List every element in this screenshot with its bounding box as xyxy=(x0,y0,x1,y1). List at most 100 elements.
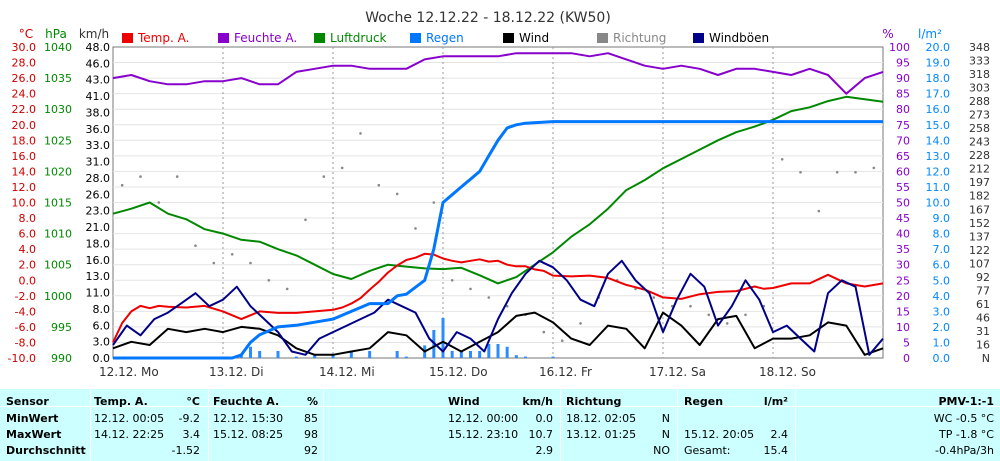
rain-tick-label: 2.0 xyxy=(933,321,951,334)
temp-tick-label: 18.0 xyxy=(12,134,37,147)
max-feuchte-time: 15.12. 08:25 xyxy=(213,428,284,441)
direction-tick-label: 318 xyxy=(969,68,990,81)
temp-tick-label: 10.0 xyxy=(12,197,37,210)
min-temp-time: 12.12. 00:05 xyxy=(94,412,165,425)
header-pmv: PMV-1:-1 xyxy=(938,395,994,408)
rain-intensity-bar xyxy=(239,355,243,358)
chart-title: Woche 12.12.22 - 18.12.22 (KW50) xyxy=(365,10,611,26)
wind-unit-label: km/h xyxy=(79,27,109,41)
min-temp-value: -9.2 xyxy=(178,412,200,425)
max-richtung-time: 13.12. 01:25 xyxy=(566,428,637,441)
rain-tick-label: 14.0 xyxy=(926,134,951,147)
direction-point xyxy=(432,201,436,204)
wind-tick-label: 26.0 xyxy=(86,188,111,201)
direction-point xyxy=(579,322,582,325)
direction-point xyxy=(377,183,381,187)
rain-intensity-bar xyxy=(368,351,372,358)
direction-tick-label: 46 xyxy=(976,311,990,324)
direction-tick-label: 137 xyxy=(969,230,990,243)
legend-swatch xyxy=(314,33,325,43)
min-richtung-value: N xyxy=(661,412,670,425)
pressure-tick-label: 1020 xyxy=(44,165,72,178)
x-tick-label: 15.12. Do xyxy=(429,365,488,379)
temp-tick-label: 12.0 xyxy=(12,181,37,194)
rain-tick-label: 4.0 xyxy=(933,290,951,303)
temp-a-line xyxy=(112,252,884,343)
max-temp-value: 3.4 xyxy=(182,428,201,441)
column-divider xyxy=(795,389,796,461)
temp-unit-label: °C xyxy=(19,27,33,41)
column-divider xyxy=(323,389,324,461)
direction-point xyxy=(267,279,271,282)
rain-intensity-bar xyxy=(441,318,445,358)
legend-swatch xyxy=(410,33,421,43)
rain-intensity-bar xyxy=(524,356,527,358)
wind-tick-label: 13.0 xyxy=(86,270,111,283)
rain-tick-label: 19.0 xyxy=(926,57,951,70)
direction-point xyxy=(175,175,179,178)
humidity-tick-label: 75 xyxy=(896,119,910,132)
wind-tick-label: 11.0 xyxy=(86,287,111,300)
rain-tick-label: 5.0 xyxy=(933,274,951,287)
wind-chill-value: WC -0.5 °C xyxy=(933,412,994,425)
direction-tick-label: 152 xyxy=(969,217,990,230)
temp-tick-label: -2.0 xyxy=(15,290,36,303)
rain-tick-label: 10.0 xyxy=(926,197,951,210)
direction-tick-label: 333 xyxy=(969,55,990,68)
direction-point xyxy=(872,166,876,170)
rain-intensity-bar xyxy=(487,344,491,358)
rain-intensity-bar xyxy=(514,355,518,358)
rain-intensity-bar xyxy=(551,356,555,358)
min-wind-time: 12.12. 00:00 xyxy=(448,412,519,425)
direction-tick-label: 182 xyxy=(969,190,990,203)
humidity-tick-label: 95 xyxy=(896,57,910,70)
temp-tick-label: 8.0 xyxy=(19,212,37,225)
max-temp-time: 14.12. 22:25 xyxy=(94,428,165,441)
direction-point xyxy=(322,175,326,178)
pressure-tick-label: 1040 xyxy=(44,41,72,54)
wind-tick-label: 8.0 xyxy=(93,303,111,316)
wind-tick-label: 6.0 xyxy=(93,319,111,332)
column-divider xyxy=(677,389,678,461)
luftdruck-line xyxy=(112,95,884,285)
rain-intensity-bar xyxy=(450,351,454,358)
wind-tick-label: 31.0 xyxy=(86,156,111,169)
direction-tick-label: 228 xyxy=(969,149,990,162)
avg-temp-value: -1.52 xyxy=(171,444,200,457)
rain-tick-label: 12.0 xyxy=(926,165,951,178)
rain-tick-label: 9.0 xyxy=(933,212,951,225)
direction-tick-label: 107 xyxy=(969,257,990,270)
rain-intensity-bar xyxy=(276,351,280,358)
row-label-avg: Durchschnitt xyxy=(6,444,86,457)
humidity-tick-label: 70 xyxy=(896,134,910,147)
column-divider xyxy=(560,389,561,461)
direction-point xyxy=(835,171,839,174)
pressure-trend-value: -0.4hPa/3h xyxy=(935,444,994,457)
wind-tick-label: 41.0 xyxy=(86,90,111,103)
rain-tick-label: 8.0 xyxy=(933,228,951,241)
pressure-tick-label: 1005 xyxy=(44,259,72,272)
direction-point xyxy=(414,227,417,230)
direction-point xyxy=(487,296,491,299)
pressure-tick-label: 1025 xyxy=(44,134,72,147)
min-feuchte-value: 85 xyxy=(304,412,318,425)
row-label-max: MaxWert xyxy=(6,428,62,441)
column-divider xyxy=(208,389,209,461)
pressure-tick-label: 1000 xyxy=(44,290,72,303)
direction-point xyxy=(560,339,564,343)
pressure-tick-label: 990 xyxy=(51,352,72,365)
header-wind: Wind xyxy=(448,395,480,408)
humidity-tick-label: 10 xyxy=(896,321,910,334)
direction-point xyxy=(157,201,161,204)
rain-intensity-bar xyxy=(478,351,482,358)
direction-tick-label: 273 xyxy=(969,109,990,122)
max-feuchte-value: 98 xyxy=(304,428,318,441)
direction-point xyxy=(725,322,729,325)
temp-tick-label: 28.0 xyxy=(12,57,37,70)
legend-swatch xyxy=(693,33,704,43)
header-regen-unit: l/m² xyxy=(763,395,788,408)
direction-point xyxy=(652,296,656,299)
direction-tick-label: 303 xyxy=(969,82,990,95)
temp-tick-label: -10.0 xyxy=(8,352,36,365)
humidity-tick-label: 25 xyxy=(896,274,910,287)
